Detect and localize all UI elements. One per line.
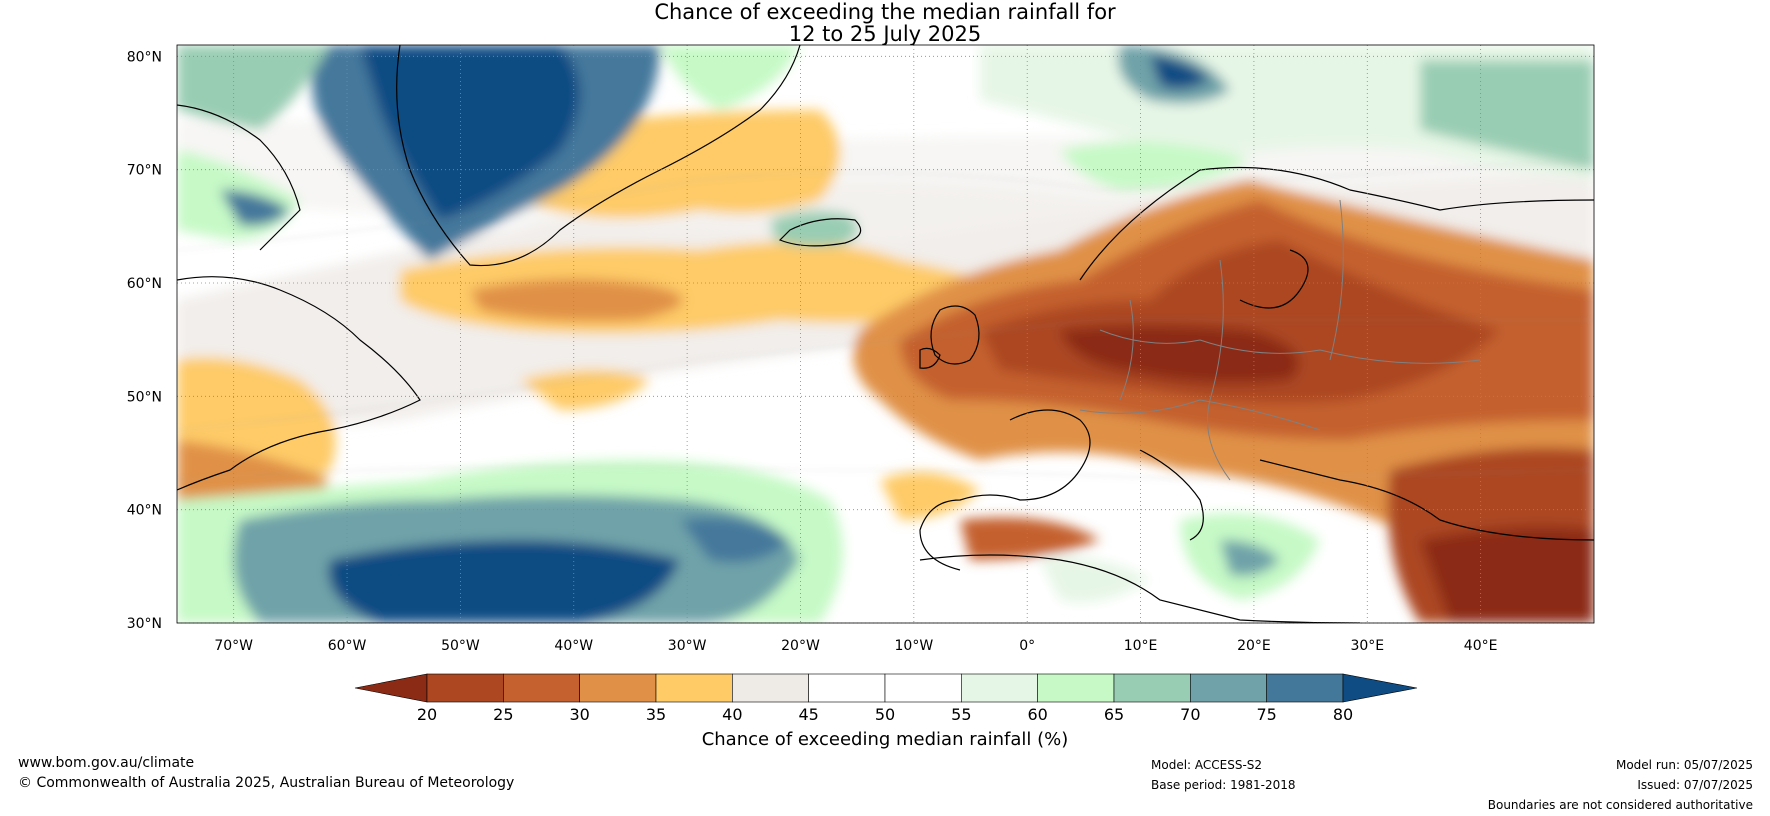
map-frame	[176, 44, 1595, 624]
footer-issued: Issued: 07/07/2025	[1637, 778, 1753, 792]
colorbar-box	[579, 673, 657, 703]
colorbar-tick-label: 20	[417, 705, 437, 724]
footer-base-period: Base period: 1981-2018	[1151, 778, 1296, 792]
longitude-label: 0°	[1019, 638, 1035, 654]
colorbar-box	[961, 673, 1038, 703]
colorbar-box	[884, 673, 962, 703]
longitude-label: 10°W	[895, 638, 934, 654]
colorbar-box	[1190, 673, 1267, 703]
colorbar-tick-label: 25	[493, 705, 513, 724]
longitude-label: 40°E	[1464, 638, 1498, 654]
colorbar-tick-label: 80	[1333, 705, 1353, 724]
map-title-line2: 12 to 25 July 2025	[788, 22, 982, 46]
latitude-label: 40°N	[127, 503, 162, 519]
colorbar-tick-label: 45	[798, 705, 818, 724]
longitude-labels: 70°W 60°W 50°W 40°W 30°W 20°W 10°W 0° 10°E 20°E 30…	[214, 638, 1497, 654]
colorbar-tick-label: 75	[1256, 705, 1276, 724]
colorbar-box	[1266, 673, 1344, 703]
longitude-label: 20°W	[781, 638, 820, 654]
colorbar-box	[1037, 673, 1115, 703]
colorbar-label: Chance of exceeding median rainfall (%)	[702, 729, 1069, 750]
longitude-label: 20°E	[1237, 638, 1271, 654]
latitude-label: 60°N	[127, 276, 162, 292]
longitude-label: 30°W	[668, 638, 707, 654]
colorbar-tick-label: 50	[875, 705, 895, 724]
colorbar-box	[808, 673, 886, 703]
colorbar-box	[1113, 673, 1191, 703]
colorbar-tick-label: 55	[951, 705, 971, 724]
latitude-label: 30°N	[127, 616, 162, 632]
colorbar-box	[732, 673, 809, 703]
footer-model-run: Model run: 05/07/2025	[1615, 758, 1753, 772]
colorbar-tick-label: 35	[646, 705, 666, 724]
coastlines	[177, 45, 1594, 623]
colorbar-tick-label: 40	[722, 705, 742, 724]
footer-model: Model: ACCESS-S2	[1151, 758, 1263, 772]
longitude-label: 70°W	[214, 638, 253, 654]
longitude-label: 30°E	[1350, 638, 1384, 654]
colorbar-extend-high	[1342, 673, 1418, 703]
latitude-labels: 80°N 70°N 60°N 50°N 40°N 30°N	[127, 49, 162, 632]
colorbar	[354, 673, 1418, 703]
footer-disclaimer: Boundaries are not considered authoritat…	[1487, 798, 1753, 812]
longitude-label: 10°E	[1124, 638, 1158, 654]
longitude-label: 50°W	[441, 638, 480, 654]
colorbar-box	[655, 673, 733, 703]
colorbar-tick-label: 30	[569, 705, 589, 724]
colorbar-tick-label: 60	[1027, 705, 1047, 724]
colorbar-tick-label: 65	[1104, 705, 1124, 724]
longitude-label: 60°W	[328, 638, 367, 654]
latitude-label: 80°N	[127, 49, 162, 65]
colorbar-box	[426, 673, 504, 703]
colorbar-extend-low	[354, 673, 428, 703]
country-borders	[1079, 199, 1481, 481]
footer-website[interactable]: www.bom.gov.au/climate	[18, 755, 195, 771]
colorbar-tick-label: 70	[1180, 705, 1200, 724]
colorbar-box	[503, 673, 580, 703]
rainfall-probability-field	[177, 45, 1594, 623]
colorbar-tick-labels: 20 25 30 35 40 45 50 55 60 65 70 75 80	[417, 705, 1353, 724]
map-title-line1: Chance of exceeding the median rainfall …	[654, 0, 1116, 24]
footer-copyright: © Commonwealth of Australia 2025, Austra…	[18, 775, 515, 791]
latitude-label: 70°N	[127, 163, 162, 179]
longitude-label: 40°W	[554, 638, 593, 654]
latitude-label: 50°N	[127, 389, 162, 405]
